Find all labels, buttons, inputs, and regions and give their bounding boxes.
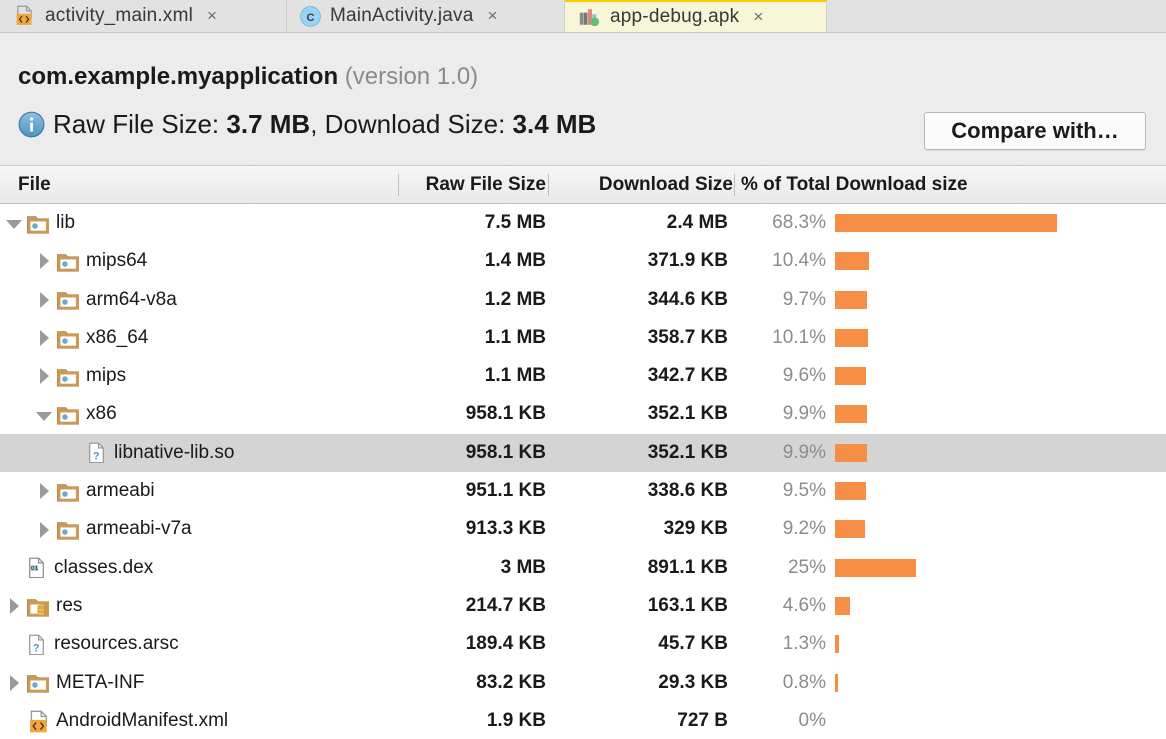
svg-text:C: C [306, 11, 314, 23]
